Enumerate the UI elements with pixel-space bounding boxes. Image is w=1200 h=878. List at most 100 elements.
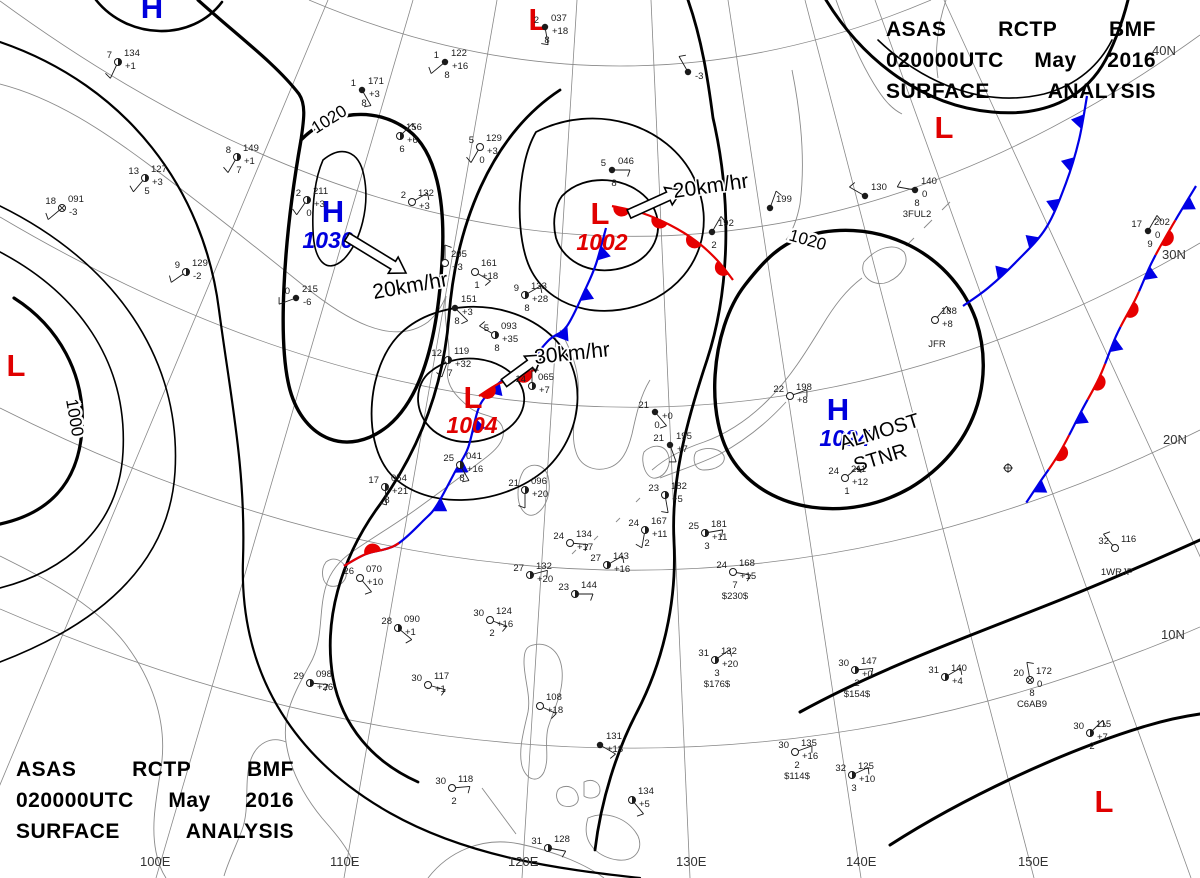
station-pressure: 129 bbox=[192, 258, 208, 269]
station-cloud: 8 bbox=[914, 198, 919, 209]
station-pressure: 156 bbox=[406, 122, 422, 133]
station-plot: 2 037 +188 bbox=[534, 13, 568, 46]
station-pressure: 188 bbox=[941, 306, 957, 317]
station-plot: 5 129 +30 bbox=[466, 133, 502, 166]
coastline bbox=[559, 329, 651, 470]
station-pressure: 199 bbox=[776, 194, 792, 205]
title-bottom-left-line-1: ASAS RCTP BMF bbox=[16, 758, 294, 789]
station-plot: 32 125 +103 bbox=[835, 761, 875, 794]
cold-front-triangle bbox=[432, 497, 448, 512]
wind-barb-tick bbox=[292, 208, 298, 216]
warm-front-semicircle bbox=[685, 234, 702, 249]
title-word: SURFACE bbox=[886, 80, 990, 103]
isobar bbox=[518, 117, 705, 312]
wind-barb-tick bbox=[775, 190, 782, 196]
station-circle bbox=[861, 192, 869, 200]
station-pressure: 132 bbox=[721, 646, 737, 657]
title-word: May bbox=[1034, 49, 1077, 72]
wind-barb-tick bbox=[441, 689, 446, 696]
wind-barb-tick bbox=[551, 713, 557, 719]
low-center-symbol: L bbox=[7, 348, 26, 383]
station-tendency: +11 bbox=[712, 532, 727, 543]
wind-barb-tick bbox=[946, 305, 951, 313]
warm-front-semicircle bbox=[364, 543, 382, 555]
meridian-line bbox=[804, 0, 1035, 878]
station-temp: 27 bbox=[590, 553, 601, 564]
station-cloud: 2 bbox=[644, 538, 649, 549]
station-cloud: 8 bbox=[494, 343, 499, 354]
title-bottom-left-line-3: SURFACE ANALYSIS bbox=[16, 820, 294, 851]
wind-barb-tick bbox=[379, 502, 387, 506]
station-tendency: -6 bbox=[303, 297, 311, 308]
station-tendency: +8 bbox=[797, 395, 808, 406]
station-circle bbox=[448, 784, 456, 792]
wind-barb-tick bbox=[678, 54, 686, 57]
cold-front-triangle bbox=[1070, 113, 1085, 130]
station-plot: 21 195 +7 bbox=[653, 431, 692, 463]
station-cloud: 8 bbox=[459, 473, 464, 484]
station-circle bbox=[651, 408, 659, 416]
station-tendency: +20 bbox=[722, 659, 738, 670]
station-plot: 108+18 bbox=[536, 692, 563, 719]
wind-barb-tick bbox=[561, 850, 567, 858]
isobar bbox=[0, 40, 642, 878]
warm-front-semicircle bbox=[515, 370, 533, 383]
wind-barb-tick bbox=[169, 275, 172, 283]
station-circle bbox=[729, 568, 737, 576]
high-center-symbol: H bbox=[322, 194, 344, 229]
wind-barb-tick bbox=[436, 372, 443, 378]
station-pressure: 127 bbox=[151, 164, 167, 175]
cold-front-triangle bbox=[596, 245, 611, 261]
station-pressure: 147 bbox=[861, 656, 877, 667]
station-pressure: 098 bbox=[316, 669, 332, 680]
coastline bbox=[571, 497, 641, 555]
station-cloud: 7 bbox=[732, 580, 737, 591]
station-plot: 12 119 +327 bbox=[431, 346, 471, 379]
station-tendency: +28 bbox=[532, 294, 548, 305]
coastline bbox=[223, 739, 287, 877]
station-tendency: +16 bbox=[497, 619, 513, 630]
coastline bbox=[642, 445, 670, 479]
title-word: BMF bbox=[247, 758, 294, 781]
station-temp: 22 bbox=[773, 384, 784, 395]
station-id: JFR bbox=[928, 339, 946, 350]
station-pressure: 070 bbox=[366, 564, 382, 575]
isobar bbox=[370, 305, 579, 501]
station-temp: 30 bbox=[473, 608, 484, 619]
wind-barb-tick bbox=[609, 753, 616, 759]
station-tendency: +21 bbox=[392, 486, 408, 497]
warm-front-semicircle bbox=[651, 216, 668, 229]
station-temp: 2 bbox=[534, 15, 539, 26]
wind-barb-tick bbox=[746, 574, 752, 582]
station-tendency: +7 bbox=[677, 444, 688, 455]
wind-barb-tick bbox=[45, 212, 49, 220]
station-plot: 31 140 +4 bbox=[928, 663, 966, 687]
station-temp: 17 bbox=[368, 475, 379, 486]
wind-barb-tick bbox=[627, 169, 631, 177]
station-cloud: 8 bbox=[611, 178, 616, 189]
station-tendency: +35 bbox=[502, 334, 518, 345]
station-plot: 29 098 +26 bbox=[293, 669, 333, 693]
stationary-front bbox=[1025, 185, 1197, 504]
wind-barb-tick bbox=[721, 529, 724, 537]
wind-barb-tick bbox=[105, 73, 111, 79]
isobar bbox=[798, 538, 1200, 714]
station-circle bbox=[408, 198, 416, 206]
warm-front-semicircle bbox=[1125, 301, 1139, 318]
station-plot: 1 171 +38 bbox=[351, 76, 384, 109]
station-temp: 31 bbox=[928, 665, 939, 676]
station-plot: 17 202 09 bbox=[1131, 215, 1170, 250]
low-center-symbol: L bbox=[591, 196, 610, 231]
coastlines bbox=[0, 0, 951, 878]
station-temp: 13 bbox=[128, 166, 139, 177]
station-pressure: 125 bbox=[858, 761, 874, 772]
isobar bbox=[281, 112, 445, 444]
station-plot: -3 bbox=[678, 54, 703, 82]
station-plot: 31 132 +203$176$ bbox=[698, 646, 738, 690]
station-pressure: 108 bbox=[546, 692, 562, 703]
station-plot: 30 147 +02$154$ bbox=[838, 656, 876, 700]
wind-barb-tick bbox=[405, 639, 413, 644]
station-tendency: +3 bbox=[419, 201, 430, 212]
